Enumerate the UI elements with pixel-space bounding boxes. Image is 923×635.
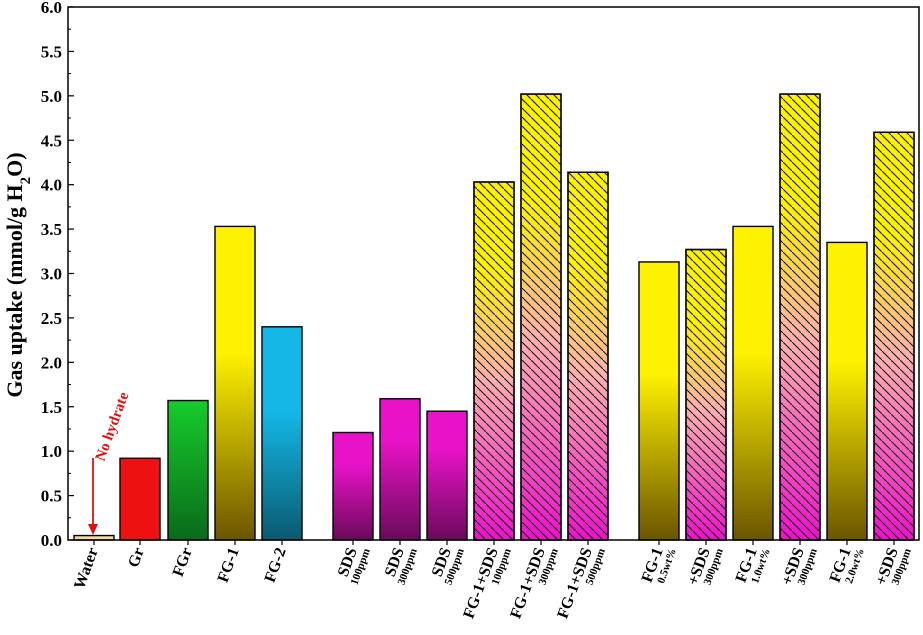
bar-16 (826, 241, 868, 541)
bar-hatch-9 (473, 181, 515, 541)
y-tick-label: 1.5 (41, 398, 62, 417)
bar-hatch-15 (779, 93, 821, 541)
annotation-arrowhead (88, 524, 98, 535)
y-tick-label: 0.0 (41, 531, 62, 550)
bars-layer (73, 93, 915, 541)
y-tick-label: 4.5 (41, 131, 62, 150)
x-tick-label-2: Gr (125, 546, 148, 570)
y-tick-label: 0.5 (41, 487, 62, 506)
bar-hatch-10 (520, 93, 562, 541)
bar-hatch-17 (873, 131, 915, 541)
y-tick-label: 6.0 (41, 0, 62, 17)
bar-5 (261, 326, 303, 541)
y-tick-label: 3.0 (41, 265, 62, 284)
bar-8 (426, 410, 468, 541)
y-axis-ticks: 0.0 0.5 1.0 1.5 2.0 2.5 3.0 3.5 4.0 4.5 5.0 5.5 6.0 (41, 0, 74, 550)
x-tick-label-5: FG-2 (262, 546, 290, 585)
y-tick-label: 3.5 (41, 220, 62, 239)
bar-14 (732, 225, 774, 541)
y-tick-label: 2.5 (41, 309, 62, 328)
x-tick-label-3: FGr (170, 546, 196, 579)
bar-4 (214, 225, 256, 541)
y-tick-label: 4.0 (41, 176, 62, 195)
bar-7 (379, 398, 421, 541)
y-tick-label: 2.0 (41, 353, 62, 372)
x-tick-label-4: FG-1 (215, 546, 243, 585)
y-tick-label: 1.0 (41, 442, 62, 461)
y-tick-label: 5.5 (41, 42, 62, 61)
bar-12 (638, 261, 680, 541)
bar-3 (167, 399, 209, 541)
bar-hatch-13 (685, 248, 727, 541)
annotation-text: No hydrate (93, 390, 133, 464)
bar-2 (119, 457, 161, 541)
x-tick-label-1: Water (71, 546, 102, 592)
bar-6 (332, 431, 374, 541)
y-tick-label: 5.0 (41, 87, 62, 106)
bar-hatch-11 (567, 171, 609, 541)
y-axis-label: Gas uptake (mmol/g H2O) (2, 152, 34, 397)
